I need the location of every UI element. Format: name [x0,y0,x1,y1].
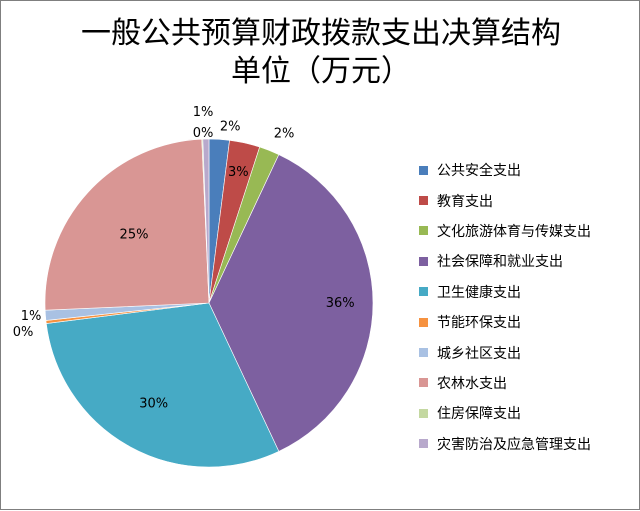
data-label: 0% [193,126,214,141]
data-label: 3% [228,165,249,180]
pie-slice [45,302,280,468]
data-label: 2% [220,119,241,134]
legend-swatch [419,196,428,206]
legend-label: 公共安全支出 [437,163,521,180]
data-label: 36% [326,296,355,311]
legend-swatch [419,287,428,297]
legend-label: 农林水支出 [437,375,507,392]
legend-swatch [419,256,428,266]
legend-item: 社会保障和就业支出 [419,246,637,276]
data-label: 0% [13,325,34,340]
legend-item: 灾害防治及应急管理支出 [419,429,637,459]
legend-swatch [419,439,428,449]
legend-swatch [419,165,428,175]
legend-label: 住房保障支出 [437,406,521,423]
legend-item: 农林水支出 [419,368,637,398]
legend-label: 文化旅游体育与传媒支出 [437,223,591,240]
legend-swatch [419,348,428,358]
data-label: 1% [21,309,42,324]
legend-label: 节能环保支出 [437,315,521,332]
legend-label: 教育支出 [437,193,493,210]
legend-label: 城乡社区支出 [437,345,521,362]
pie-slice [202,138,210,304]
legend-swatch [419,378,428,388]
legend-label: 灾害防治及应急管理支出 [437,436,591,453]
legend: 公共安全支出 教育支出文化旅游体育与传媒支出 社会保障和就业支出 卫生健康支出 节能环保… [419,155,637,459]
legend-item: 住房保障支出 [419,398,637,428]
data-label: 1% [193,105,214,120]
legend-item: 公共安全支出 [419,155,637,185]
legend-item: 卫生健康支出 [419,277,637,307]
data-label: 2% [274,126,295,141]
legend-swatch [419,226,428,236]
legend-item: 节能环保支出 [419,307,637,337]
legend-swatch [419,408,428,418]
chart-title-line: 一般公共预算财政拨款支出决算结构 [81,16,561,51]
legend-label: 卫生健康支出 [437,284,521,301]
legend-item: 文化旅游体育与传媒支出 [419,216,637,246]
pie-slice [44,138,210,311]
legend-label: 社会保障和就业支出 [437,254,563,271]
data-label: 25% [120,227,149,242]
legend-swatch [419,317,428,327]
chart-subtitle-line: 单位（万元） [231,54,411,89]
legend-item: 教育支出 [419,185,637,215]
data-label: 30% [139,397,168,412]
pie-slice [208,154,374,452]
chart-title: 一般公共预算财政拨款支出决算结构 单位（万元） [1,15,640,91]
legend-item: 城乡社区支出 [419,337,637,367]
